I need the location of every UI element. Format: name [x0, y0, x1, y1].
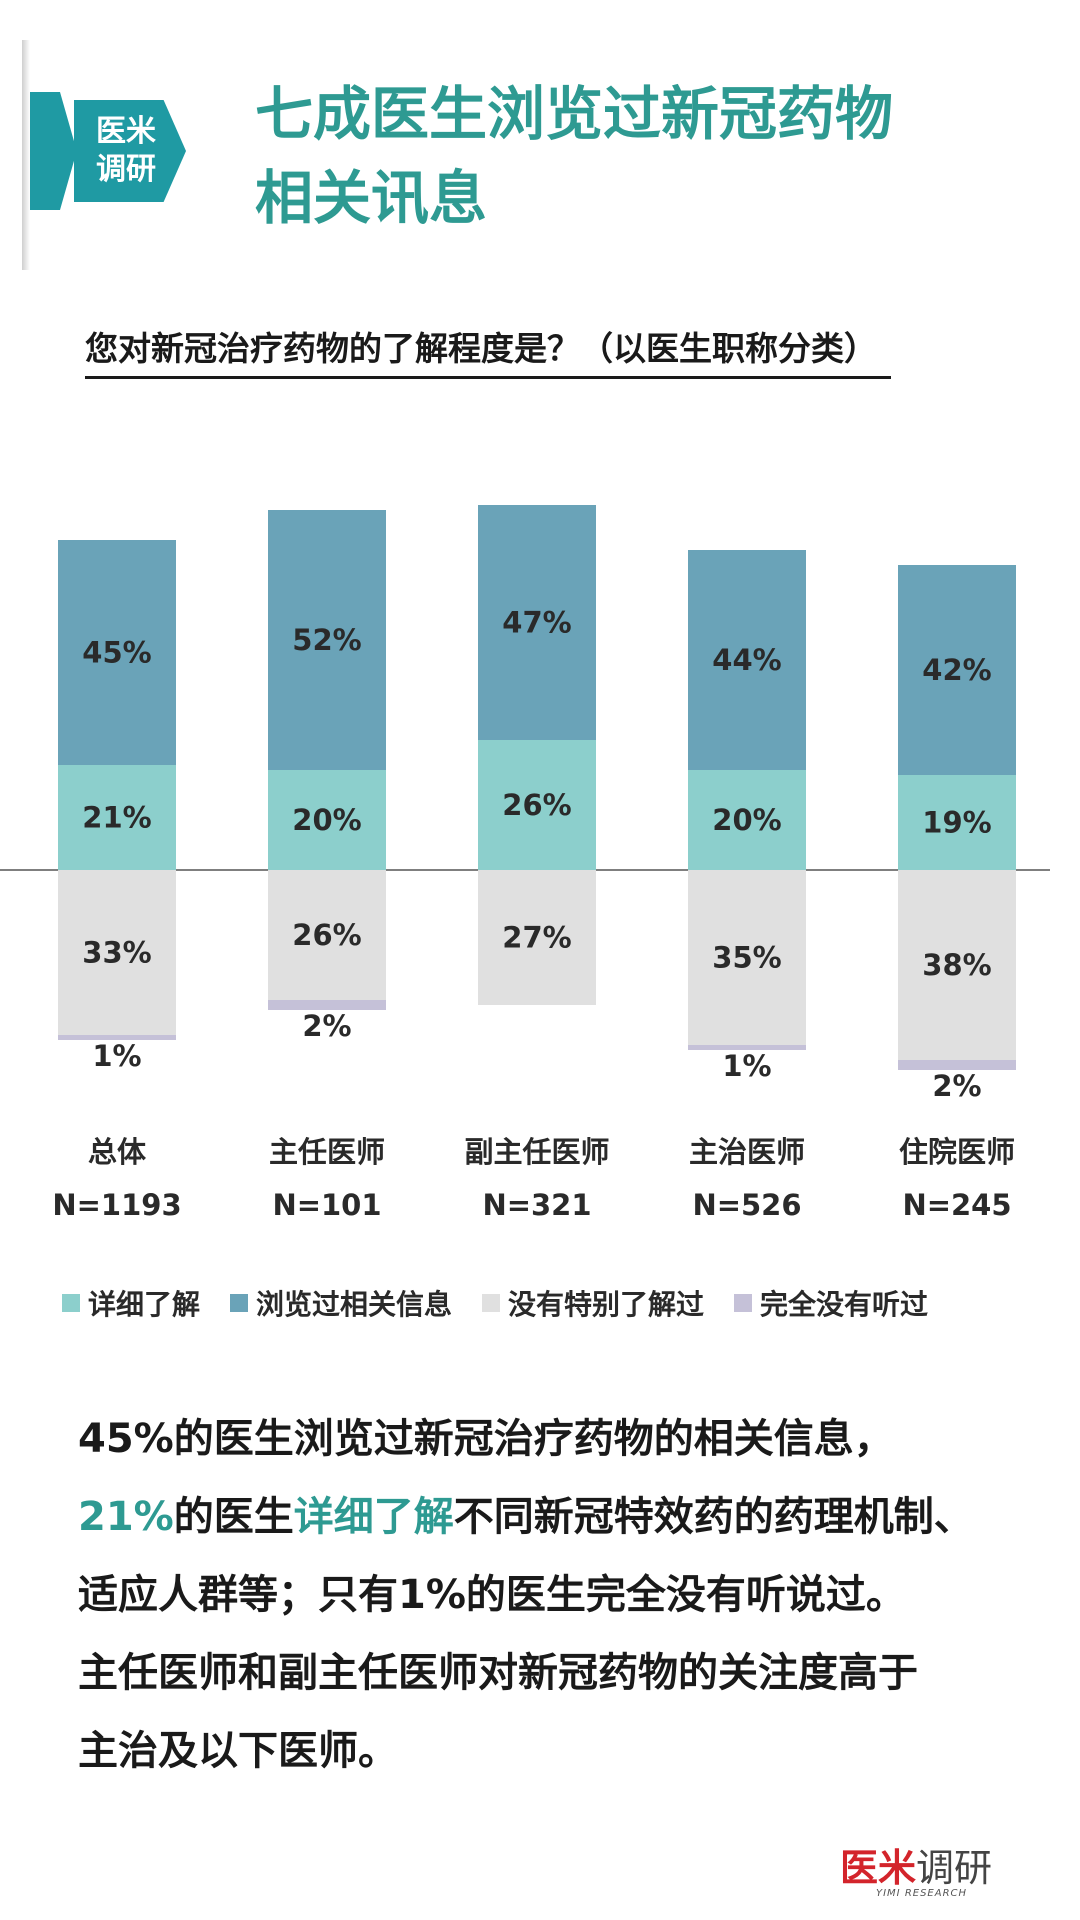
- legend-swatch: [482, 1294, 501, 1312]
- bar-segment: [898, 775, 1016, 870]
- brand-badge: 医米 调研: [74, 100, 186, 202]
- category-label: 总体: [88, 1135, 147, 1169]
- bar-segment: [898, 870, 1016, 1060]
- summary-text-part: 的医生: [173, 1494, 294, 1540]
- brand-red: 医米: [840, 1845, 917, 1890]
- badge-line1: 医米: [96, 114, 156, 149]
- bar-segment: [268, 1000, 386, 1010]
- data-label: 33%: [82, 936, 151, 970]
- title-line2: 相关讯息: [255, 164, 488, 232]
- data-label: 21%: [82, 801, 151, 835]
- data-label: 26%: [502, 788, 571, 822]
- legend-item-never-heard: 完全没有听过: [734, 1283, 928, 1323]
- data-label: 26%: [292, 918, 361, 952]
- summary-line4: 主任医师和副主任医师对新冠药物的关注度高于: [78, 1650, 918, 1696]
- legend-label: 详细了解: [88, 1288, 201, 1321]
- brand-wordmark: 医米调研: [840, 1845, 993, 1890]
- legend-swatch: [230, 1294, 249, 1312]
- bar-segment: [58, 1035, 176, 1040]
- bar-segment: [688, 770, 806, 870]
- category-label: 主治医师: [689, 1135, 805, 1169]
- bar-segment: [58, 765, 176, 870]
- legend-item-detailed: 详细了解: [62, 1283, 200, 1323]
- header-accent-bar: [22, 40, 30, 270]
- badge-line2: 调研: [96, 152, 156, 187]
- data-label: 38%: [922, 948, 991, 982]
- chart-question: 您对新冠治疗药物的了解程度是？（以医生职称分类）: [85, 322, 891, 379]
- bar-segment: [688, 1045, 806, 1050]
- bar-segment: [478, 740, 596, 870]
- data-label: 44%: [712, 643, 781, 677]
- sample-size-label: N=1193: [52, 1188, 181, 1222]
- bar-segment: [898, 565, 1016, 775]
- sample-size-label: N=101: [272, 1188, 381, 1222]
- legend-swatch: [734, 1294, 753, 1312]
- bar-segment: [688, 550, 806, 770]
- category-label: 主任医师: [269, 1135, 385, 1169]
- data-label: 20%: [292, 803, 361, 837]
- summary-text: 45%的医生浏览过新冠治疗药物的相关信息， 21%的医生详细了解不同新冠特效药的…: [78, 1400, 1038, 1790]
- summary-line5: 主治及以下医师。: [78, 1728, 398, 1774]
- legend-item-browsed: 浏览过相关信息: [230, 1283, 452, 1323]
- data-label: 35%: [712, 941, 781, 975]
- legend-item-not-specifically: 没有特别了解过: [482, 1283, 704, 1323]
- brand-logo: 医米调研 YIMI RESEARCH: [840, 1845, 993, 1900]
- category-label: 副主任医师: [464, 1135, 609, 1169]
- legend-swatch: [62, 1294, 80, 1312]
- data-label: 45%: [82, 636, 151, 670]
- sample-size-label: N=321: [482, 1188, 591, 1222]
- bar-segment: [58, 540, 176, 765]
- brand-subtitle: YIMI RESEARCH: [876, 1888, 968, 1899]
- bar-segment: [268, 510, 386, 770]
- category-label: 住院医师: [899, 1135, 1015, 1169]
- data-label: 20%: [712, 803, 781, 837]
- data-label: 1%: [722, 1049, 771, 1083]
- legend-label: 没有特别了解过: [508, 1288, 705, 1321]
- sample-size-label: N=526: [692, 1188, 801, 1222]
- bar-segment: [268, 870, 386, 1000]
- brand-gray: 调研: [916, 1846, 993, 1890]
- bar-segment: [478, 505, 596, 740]
- bar-segment: [268, 770, 386, 870]
- data-label: 2%: [302, 1009, 351, 1043]
- data-label: 27%: [502, 921, 571, 955]
- summary-line1: 45%的医生浏览过新冠治疗药物的相关信息，: [78, 1416, 894, 1462]
- bar-segment: [688, 870, 806, 1045]
- highlight-percent: 21%: [78, 1494, 174, 1540]
- legend-label: 浏览过相关信息: [256, 1288, 453, 1321]
- bar-segment: [58, 870, 176, 1035]
- stacked-bar-chart: 21% 45% 33% 1% 总体 N=1193 20% 52% 26% 2% 主任医师 N=101 2…: [0, 505, 1050, 1222]
- highlight-detailed: 详细了解: [293, 1494, 454, 1540]
- summary-line3: 适应人群等；只有1%的医生完全没有听说过。: [78, 1572, 906, 1618]
- summary-text-part: 不同新冠特效药的药理机制、: [453, 1494, 974, 1540]
- data-label: 52%: [292, 623, 361, 657]
- data-label: 2%: [932, 1069, 981, 1103]
- sample-size-label: N=245: [902, 1188, 1011, 1222]
- page-title: 七成医生浏览过新冠药物 相关讯息: [255, 72, 1055, 240]
- data-label: 47%: [502, 606, 571, 640]
- legend-label: 完全没有听过: [760, 1288, 929, 1321]
- chart-legend: 详细了解 浏览过相关信息 没有特别了解过 完全没有听过: [62, 1283, 928, 1323]
- data-label: 1%: [92, 1039, 141, 1073]
- title-line1: 七成医生浏览过新冠药物: [255, 80, 894, 148]
- bar-segment: [898, 1060, 1016, 1070]
- data-label: 19%: [922, 806, 991, 840]
- bar-segment: [478, 870, 596, 1005]
- data-label: 42%: [922, 653, 991, 687]
- summary-line2: 21%的医生详细了解不同新冠特效药的药理机制、: [78, 1478, 1038, 1556]
